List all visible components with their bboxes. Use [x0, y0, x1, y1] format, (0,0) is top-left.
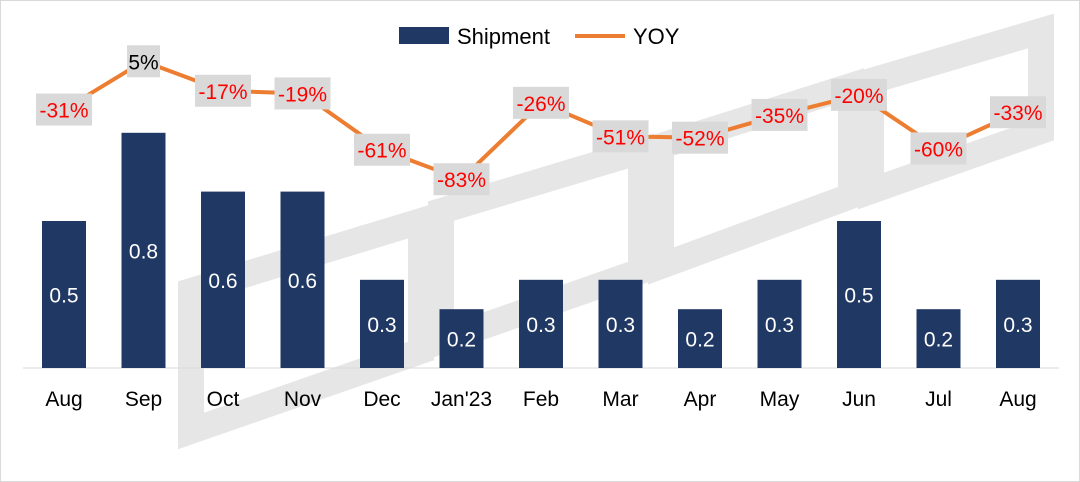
yoy-label-box — [36, 93, 92, 126]
yoy-data-label: -26% — [516, 93, 565, 116]
x-tick-label: Aug — [999, 388, 1036, 411]
shipment-bar — [916, 309, 961, 368]
x-tick-label: Jul — [925, 388, 952, 411]
shipment-bar — [201, 191, 245, 368]
watermark-shape — [178, 203, 434, 450]
shipment-bar-label: 0.3 — [606, 314, 635, 337]
yoy-data-label: -35% — [755, 105, 804, 128]
legend: Shipment YOY — [399, 24, 680, 49]
shipment-bar-label: 0.2 — [447, 329, 476, 352]
x-tick-label: Mar — [602, 388, 638, 411]
yoy-label-box — [910, 132, 967, 165]
legend-swatch-shipment — [399, 27, 449, 44]
shipment-bar — [280, 191, 325, 368]
yoy-data-label: -19% — [278, 83, 327, 106]
yoy-label-box — [433, 163, 490, 196]
yoy-data-label: -17% — [198, 81, 247, 104]
yoy-data-label: -83% — [437, 169, 486, 192]
yoy-data-label: -52% — [675, 128, 724, 151]
yoy-label-box — [990, 96, 1046, 129]
watermark-shape — [428, 133, 654, 360]
yoy-data-label: 5% — [128, 51, 158, 74]
shipment-bar-label: 0.2 — [924, 329, 953, 352]
yoy-label-box — [274, 77, 331, 110]
yoy-data-label: -20% — [834, 85, 883, 108]
x-tick-label: May — [760, 388, 800, 411]
shipment-bar — [678, 309, 722, 368]
shipment-bar — [42, 221, 86, 368]
shipment-bar-label: 0.2 — [685, 329, 714, 352]
yoy-label-box — [831, 78, 887, 111]
shipment-bar-label: 0.3 — [367, 314, 396, 337]
x-axis-ticks: Aug Sep Oct Nov Dec Jan'23 Feb Mar Apr May Jun Jul A… — [45, 388, 1036, 411]
x-tick-label: Jun — [842, 388, 876, 411]
x-tick-label: Nov — [284, 388, 322, 411]
shipment-bar-label: 0.6 — [208, 270, 237, 293]
shipment-bar — [360, 279, 404, 368]
shipment-bar — [757, 279, 802, 368]
legend-label-yoy: YOY — [633, 24, 680, 49]
shipment-bar-label: 0.3 — [1003, 314, 1032, 337]
shipment-bar-label: 0.5 — [49, 285, 78, 308]
x-tick-label: Feb — [523, 388, 559, 411]
yoy-data-label: -61% — [357, 140, 406, 163]
yoy-line-layer: -31% 5% -17% -19% -61% -83% -26% -51% -52% -35% -2… — [36, 45, 1046, 196]
yoy-label-box — [195, 74, 251, 107]
watermark-logo — [178, 13, 1054, 450]
x-tick-label: Sep — [125, 388, 162, 411]
yoy-label-box — [354, 133, 410, 166]
shipment-bar — [996, 279, 1040, 368]
legend-label-shipment: Shipment — [457, 24, 550, 49]
x-tick-label: Oct — [207, 388, 240, 411]
yoy-label-box — [513, 86, 569, 119]
shipment-bar — [837, 221, 881, 368]
shipment-bar-labels: 0.5 0.8 0.6 0.6 0.3 0.2 0.3 0.3 0.2 0.3 0.5 0.2 0.3 — [49, 240, 1032, 351]
yoy-label-box — [127, 45, 160, 78]
shipment-bar-label: 0.3 — [526, 314, 555, 337]
x-tick-label: Jan'23 — [431, 388, 492, 411]
yoy-label-box — [592, 120, 649, 153]
yoy-data-label: -33% — [993, 102, 1042, 125]
x-tick-label: Aug — [45, 388, 82, 411]
shipment-bar — [598, 279, 643, 368]
shipment-bar — [439, 309, 484, 368]
x-tick-label: Apr — [684, 388, 717, 411]
x-tick-label: Dec — [363, 388, 400, 411]
yoy-data-label: -51% — [596, 126, 645, 149]
shipment-bar — [519, 279, 563, 368]
shipment-bar-label: 0.5 — [844, 285, 873, 308]
shipment-bar-label: 0.3 — [765, 314, 794, 337]
yoy-label-box — [672, 121, 728, 154]
shipment-bar-label: 0.6 — [288, 270, 317, 293]
yoy-data-label: -31% — [39, 100, 88, 123]
shipment-bar — [121, 132, 166, 368]
watermark-shape — [858, 13, 1054, 210]
shipment-bars — [42, 132, 1040, 368]
shipment-bar-label: 0.8 — [129, 240, 158, 263]
yoy-data-label: -60% — [914, 138, 963, 161]
yoy-label-box — [751, 98, 808, 131]
